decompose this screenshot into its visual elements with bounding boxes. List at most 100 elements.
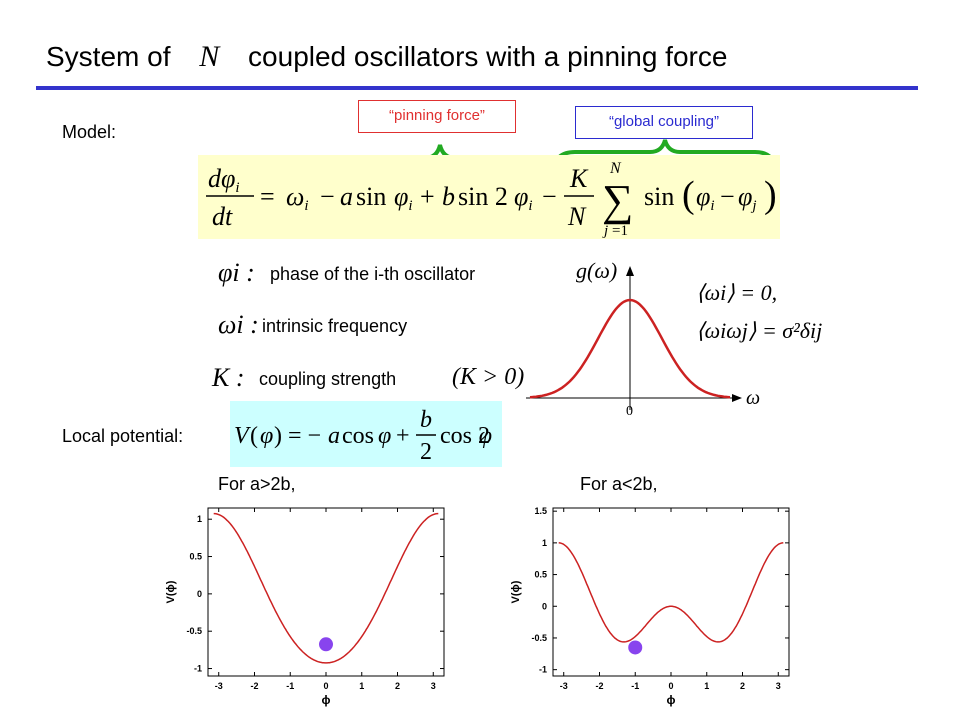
x-tick-label: 3 xyxy=(776,681,781,691)
plot-a-gt-2b: -3 -2 -1 0 1 2 3 -1 -0.5 0 0.5 1 ϕ V(ϕ) xyxy=(160,500,460,710)
frequency-definition: intrinsic frequency xyxy=(262,316,408,336)
svg-text:=: = xyxy=(260,182,275,211)
svg-text:) = −: ) = − xyxy=(274,423,321,449)
x-tick-label: -2 xyxy=(595,681,603,691)
x-tick-label: 0 xyxy=(668,681,673,691)
g-axis-arrow xyxy=(626,266,634,276)
svg-text:φ: φ xyxy=(378,423,391,449)
svg-text:=1: =1 xyxy=(612,223,628,239)
plot2-svg: -3 -2 -1 0 1 2 3 -1 -0.5 0 0.5 1 1.5 ϕ V(ϕ) xyxy=(510,506,790,707)
y-tick-label: 0.5 xyxy=(189,552,202,562)
x-tick-label: 0 xyxy=(323,681,328,691)
x-tick-label: -1 xyxy=(631,681,639,691)
y-tick-label: -1 xyxy=(194,664,202,674)
title-after: coupled oscillators with a pinning force xyxy=(248,41,728,72)
svg-text:j: j xyxy=(602,223,608,239)
g-omega-label: g(ω) xyxy=(576,258,617,283)
covariance-condition: ⟨ωiωj⟩ = σ²δij xyxy=(696,318,823,343)
omega-axis-arrow xyxy=(732,394,742,402)
x-tick-label: -3 xyxy=(215,681,223,691)
potential-curve xyxy=(213,512,439,664)
plot1-svg: -3 -2 -1 0 1 2 3 -1 -0.5 0 0.5 1 ϕ V(ϕ) xyxy=(165,507,445,707)
title-underline xyxy=(36,86,918,90)
gaussian-curve xyxy=(529,298,731,399)
svg-text:cos: cos xyxy=(342,423,374,449)
y-tick-label: 0 xyxy=(197,589,202,599)
svg-text:−: − xyxy=(542,182,557,211)
svg-text:∑: ∑ xyxy=(602,176,633,225)
svg-text:sin: sin xyxy=(644,182,674,211)
page-title: System of N coupled oscillators with a p… xyxy=(46,40,727,74)
y-axis-label: V(ϕ) xyxy=(510,580,522,603)
svg-text:): ) xyxy=(764,174,777,216)
plot1-caption: For a>2b, xyxy=(218,474,296,494)
distribution-sketch: 0 ω g(ω) xyxy=(526,258,760,419)
svg-text:N: N xyxy=(609,160,622,177)
coupling-definition: coupling strength xyxy=(259,369,397,389)
omega-label: ω xyxy=(746,387,760,409)
svg-text:+: + xyxy=(420,182,435,211)
y-tick-label: 0 xyxy=(542,601,547,611)
y-tick-label: -0.5 xyxy=(186,626,202,636)
title-before: System of xyxy=(46,41,171,72)
model-equation: dφi dt = ωi − a sin φi + b sin 2 φi − K … xyxy=(206,160,777,239)
particle-marker xyxy=(319,637,333,652)
plot-a-lt-2b: -3 -2 -1 0 1 2 3 -1 -0.5 0 0.5 1 1.5 ϕ V(ϕ) xyxy=(505,500,805,710)
svg-text:N: N xyxy=(567,202,587,231)
svg-text:dφi: dφi xyxy=(208,164,240,196)
y-tick-label: -0.5 xyxy=(531,633,547,643)
svg-text:sin: sin xyxy=(356,182,386,211)
y-tick-label: 1 xyxy=(197,514,202,524)
coupling-symbol: K : xyxy=(212,363,245,392)
particle-marker xyxy=(628,640,643,655)
svg-text:b: b xyxy=(420,407,432,433)
model-label: Model: xyxy=(62,122,117,142)
mean-condition: ⟨ωi⟩ = 0, xyxy=(696,280,778,305)
svg-text:+: + xyxy=(396,423,410,449)
y-tick-label: -1 xyxy=(539,665,547,675)
frequency-symbol: ωi : xyxy=(218,310,259,339)
x-tick-label: 2 xyxy=(740,681,745,691)
potential-background xyxy=(230,401,502,467)
potential-equation: V ( φ ) = − a cos φ + b 2 cos 2 φ xyxy=(234,407,492,465)
svg-text:φi: φi xyxy=(696,182,715,214)
x-tick-label: 1 xyxy=(704,681,709,691)
svg-text:−: − xyxy=(720,182,735,211)
x-tick-label: 1 xyxy=(359,681,364,691)
svg-text:a: a xyxy=(340,182,353,211)
y-axis-label: V(ϕ) xyxy=(165,580,177,603)
y-tick-label: 0.5 xyxy=(534,570,547,580)
plot2-caption: For a<2b, xyxy=(580,474,658,494)
svg-text:sin 2: sin 2 xyxy=(458,182,508,211)
svg-text:K: K xyxy=(569,164,589,193)
svg-text:φj: φj xyxy=(738,182,757,214)
equation-background xyxy=(198,155,780,239)
global-coupling-annotation: “global coupling” xyxy=(575,106,753,139)
x-axis-label: ϕ xyxy=(667,693,676,707)
x-axis-label: ϕ xyxy=(322,693,331,707)
svg-text:(: ( xyxy=(250,423,258,449)
x-tick-label: 3 xyxy=(431,681,436,691)
x-tick-label: -1 xyxy=(286,681,294,691)
svg-text:2: 2 xyxy=(420,439,432,465)
x-tick-label: -2 xyxy=(250,681,258,691)
phase-symbol: φi : xyxy=(218,258,255,287)
svg-text:(: ( xyxy=(682,174,695,216)
svg-text:−: − xyxy=(320,182,335,211)
svg-text:φi: φi xyxy=(394,182,413,214)
x-tick-label: -3 xyxy=(560,681,568,691)
title-symbol: N xyxy=(199,40,220,73)
local-potential-label: Local potential: xyxy=(62,426,184,446)
x-tick-label: 2 xyxy=(395,681,400,691)
svg-text:φ: φ xyxy=(479,423,492,449)
svg-text:V: V xyxy=(234,423,251,449)
phase-definition: phase of the i-th oscillator xyxy=(270,264,476,284)
svg-text:dt: dt xyxy=(212,202,233,231)
svg-text:φi: φi xyxy=(514,182,533,214)
plot-frame xyxy=(552,507,790,677)
coupling-brace xyxy=(553,139,777,174)
svg-text:φ: φ xyxy=(260,423,273,449)
svg-text:ωi: ωi xyxy=(286,182,309,214)
svg-text:cos 2: cos 2 xyxy=(440,423,490,449)
